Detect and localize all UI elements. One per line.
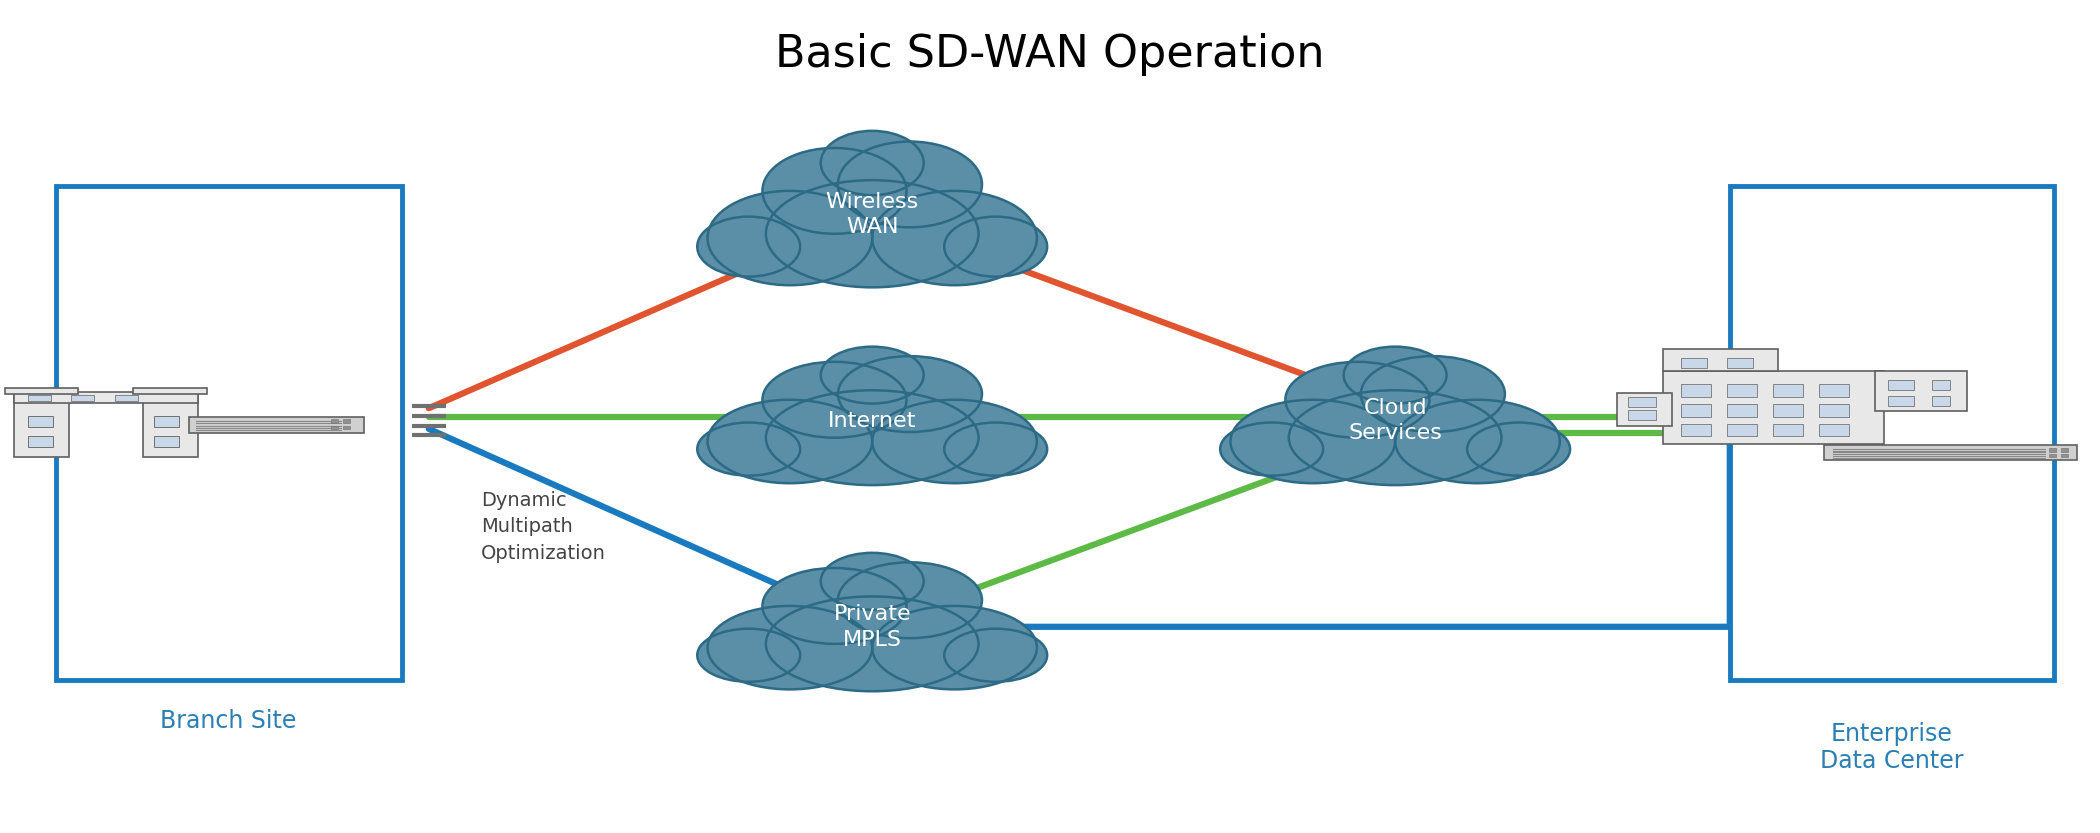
Ellipse shape [945, 629, 1048, 681]
Ellipse shape [945, 422, 1048, 476]
Ellipse shape [838, 357, 983, 432]
FancyBboxPatch shape [1682, 424, 1712, 436]
Ellipse shape [1468, 422, 1571, 476]
FancyBboxPatch shape [1617, 393, 1672, 426]
Text: Dynamic
Multipath
Optimization: Dynamic Multipath Optimization [481, 491, 607, 563]
Ellipse shape [1361, 357, 1506, 432]
Ellipse shape [697, 629, 800, 681]
Text: Cloud
Services: Cloud Services [1348, 398, 1443, 443]
Text: Wireless
WAN: Wireless WAN [825, 192, 920, 237]
FancyBboxPatch shape [2060, 448, 2068, 451]
FancyBboxPatch shape [1728, 384, 1758, 397]
FancyBboxPatch shape [1819, 424, 1850, 436]
FancyBboxPatch shape [1682, 384, 1712, 397]
Ellipse shape [1220, 422, 1323, 476]
FancyBboxPatch shape [1682, 404, 1712, 416]
FancyBboxPatch shape [1730, 186, 2054, 681]
Ellipse shape [821, 131, 924, 195]
FancyBboxPatch shape [4, 387, 78, 394]
FancyBboxPatch shape [1728, 358, 1754, 367]
FancyBboxPatch shape [1888, 380, 1913, 390]
FancyBboxPatch shape [71, 395, 94, 402]
Ellipse shape [708, 191, 872, 285]
FancyBboxPatch shape [1663, 349, 1779, 372]
Text: Private
MPLS: Private MPLS [834, 604, 911, 650]
Ellipse shape [766, 180, 979, 287]
Text: Internet: Internet [827, 411, 916, 431]
FancyBboxPatch shape [2060, 453, 2068, 456]
FancyBboxPatch shape [1628, 410, 1657, 420]
FancyBboxPatch shape [143, 392, 197, 457]
Text: Basic SD-WAN Operation: Basic SD-WAN Operation [775, 33, 1325, 76]
Ellipse shape [708, 606, 872, 690]
Ellipse shape [762, 568, 907, 644]
Ellipse shape [697, 422, 800, 476]
Ellipse shape [838, 142, 983, 227]
FancyBboxPatch shape [1772, 424, 1804, 436]
Text: Enterprise
Data Center: Enterprise Data Center [1821, 721, 1964, 773]
FancyBboxPatch shape [1682, 358, 1707, 367]
FancyBboxPatch shape [332, 419, 338, 423]
FancyBboxPatch shape [27, 436, 52, 446]
FancyBboxPatch shape [134, 387, 208, 394]
Ellipse shape [1285, 362, 1430, 437]
FancyBboxPatch shape [1932, 380, 1951, 390]
FancyBboxPatch shape [1728, 404, 1758, 416]
FancyBboxPatch shape [342, 419, 351, 423]
Ellipse shape [708, 400, 872, 483]
Ellipse shape [1289, 391, 1502, 485]
FancyBboxPatch shape [1819, 404, 1850, 416]
Ellipse shape [1394, 400, 1560, 483]
Ellipse shape [766, 391, 979, 485]
FancyBboxPatch shape [1825, 445, 2077, 460]
FancyBboxPatch shape [1888, 396, 1913, 406]
Ellipse shape [697, 217, 800, 277]
Ellipse shape [872, 191, 1037, 285]
Ellipse shape [838, 562, 983, 638]
FancyBboxPatch shape [1772, 404, 1804, 416]
FancyBboxPatch shape [1728, 424, 1758, 436]
Ellipse shape [821, 553, 924, 610]
FancyBboxPatch shape [1628, 397, 1657, 407]
FancyBboxPatch shape [15, 392, 69, 457]
FancyBboxPatch shape [27, 395, 50, 402]
FancyBboxPatch shape [2050, 448, 2056, 451]
Ellipse shape [945, 217, 1048, 277]
Ellipse shape [762, 362, 907, 437]
FancyBboxPatch shape [332, 426, 338, 429]
Ellipse shape [872, 606, 1037, 690]
Ellipse shape [766, 596, 979, 691]
Ellipse shape [762, 148, 907, 234]
Ellipse shape [872, 400, 1037, 483]
FancyBboxPatch shape [1819, 384, 1850, 397]
FancyBboxPatch shape [2050, 453, 2056, 456]
Ellipse shape [1231, 400, 1394, 483]
Ellipse shape [1344, 347, 1447, 403]
FancyBboxPatch shape [15, 392, 197, 403]
FancyBboxPatch shape [1663, 372, 1884, 444]
FancyBboxPatch shape [116, 395, 139, 402]
FancyBboxPatch shape [57, 186, 401, 681]
FancyBboxPatch shape [1772, 384, 1804, 397]
FancyBboxPatch shape [342, 426, 351, 429]
FancyBboxPatch shape [189, 416, 363, 433]
FancyBboxPatch shape [153, 436, 178, 446]
FancyBboxPatch shape [1932, 396, 1951, 406]
Ellipse shape [821, 347, 924, 403]
FancyBboxPatch shape [27, 416, 52, 426]
FancyBboxPatch shape [153, 416, 178, 426]
Text: Branch Site: Branch Site [160, 709, 296, 733]
FancyBboxPatch shape [1875, 372, 1966, 411]
